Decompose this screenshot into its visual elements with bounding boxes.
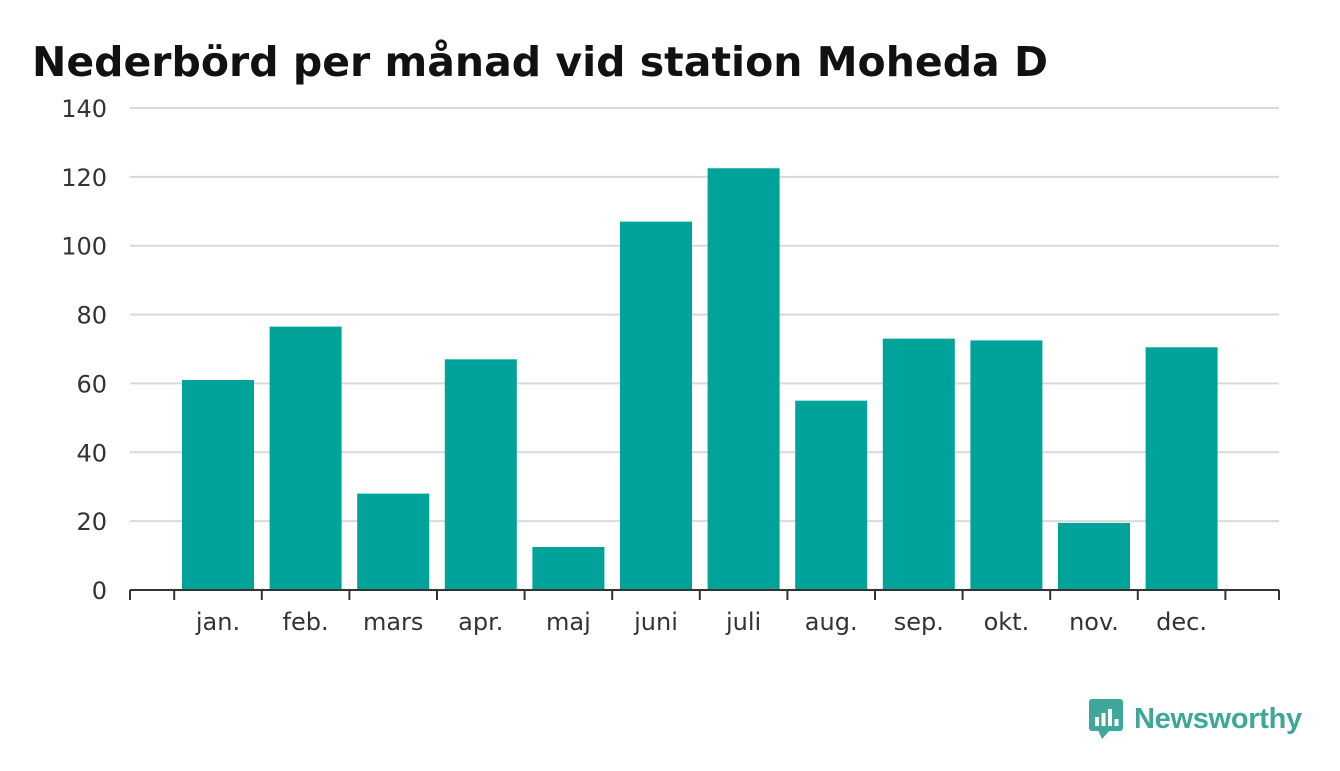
- x-axis-tick-labels: jan. feb. mars apr. maj juni juli aug. sep. okt. n…: [195, 608, 1207, 636]
- y-tick-label: 40: [76, 439, 107, 467]
- newsworthy-logo-icon: [1089, 699, 1123, 739]
- bar: [970, 340, 1043, 590]
- y-tick-label: 0: [92, 577, 107, 605]
- bar: [1145, 347, 1218, 590]
- newsworthy-brand: Newsworthy: [1088, 697, 1302, 741]
- x-tick-label: juni: [633, 608, 678, 636]
- bar: [269, 326, 342, 590]
- y-tick-label: 60: [76, 370, 107, 398]
- x-tick-label: juli: [725, 608, 761, 636]
- y-axis-tick-labels: 0 20 40 60 80 100 120 140: [61, 95, 107, 605]
- bar: [795, 400, 868, 590]
- y-tick-label: 140: [61, 95, 107, 123]
- x-tick-label: sep.: [894, 608, 944, 636]
- x-tick-label: mars: [363, 608, 423, 636]
- x-tick-label: apr.: [458, 608, 503, 636]
- x-tick-label: feb.: [283, 608, 329, 636]
- x-tick-label: maj: [546, 608, 591, 636]
- y-tick-label: 120: [61, 164, 107, 192]
- x-axis: [129, 589, 1280, 600]
- bar: [1058, 522, 1130, 590]
- bar: [707, 168, 780, 590]
- x-tick-label: aug.: [805, 608, 858, 636]
- y-tick-label: 100: [61, 233, 107, 261]
- x-tick-label: jan.: [195, 608, 240, 636]
- y-tick-label: 80: [76, 302, 107, 330]
- bar: [182, 379, 254, 590]
- bar: [357, 493, 430, 590]
- bars: [182, 168, 1218, 590]
- bar: [444, 359, 517, 590]
- bar: [532, 546, 605, 590]
- y-tick-label: 20: [76, 508, 107, 536]
- x-tick-label: nov.: [1069, 608, 1119, 636]
- x-tick-label: dec.: [1156, 608, 1207, 636]
- brand-name: Newsworthy: [1134, 702, 1302, 735]
- bar: [620, 221, 692, 590]
- chart-title: Nederbörd per månad vid station Moheda D: [32, 38, 1049, 86]
- bar: [882, 338, 955, 590]
- x-tick-label: okt.: [984, 608, 1030, 636]
